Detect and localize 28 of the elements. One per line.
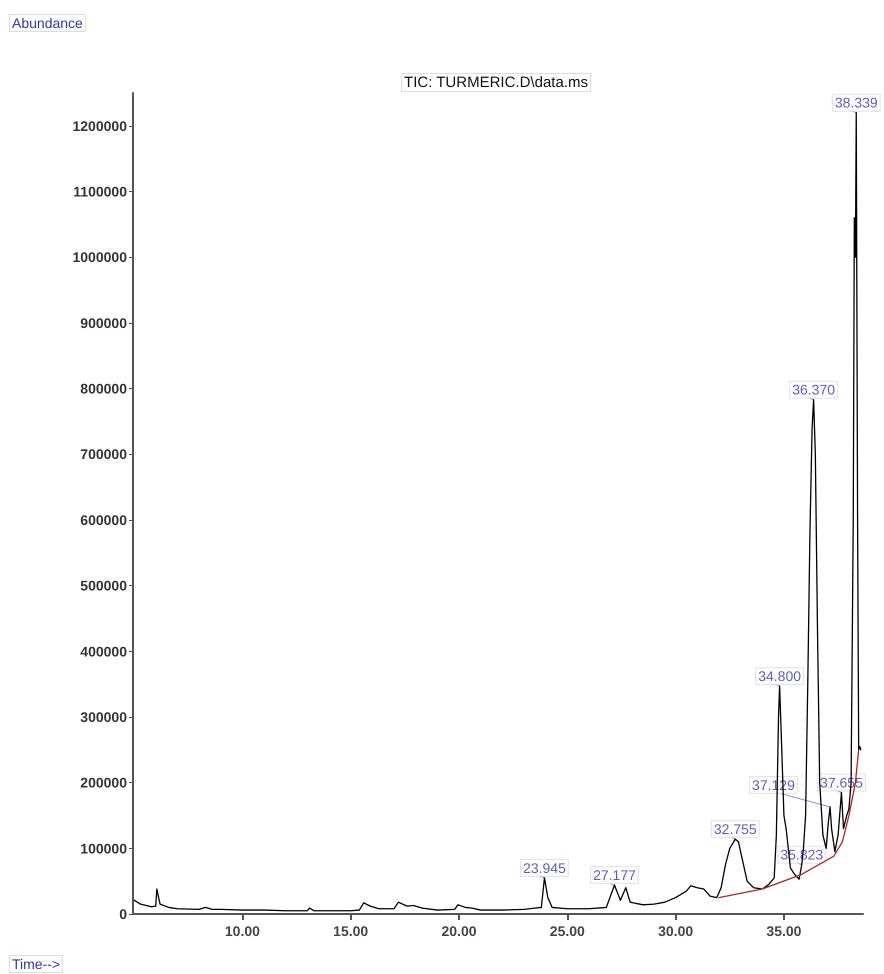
y-tick-label: 700000 <box>80 446 128 462</box>
y-axis-title: Abundance <box>12 15 84 31</box>
y-tick-label: 1100000 <box>73 184 128 200</box>
y-tick-label: 400000 <box>80 643 128 660</box>
y-tick-label: 1200000 <box>72 118 128 134</box>
x-tick-label: 15.00 <box>333 923 368 939</box>
y-tick-label: 300000 <box>80 708 128 725</box>
x-tick-label: 25.00 <box>550 923 586 939</box>
annotation: 36.370 <box>792 382 836 398</box>
y-tick-label: 800000 <box>80 380 128 397</box>
annotation: 23.945 <box>523 860 566 876</box>
x-tick-label: 20.00 <box>441 923 477 939</box>
x-tick-label: 10.00 <box>224 923 260 939</box>
y-tick-label: 900000 <box>80 314 128 331</box>
annotation: 32.755 <box>714 821 757 838</box>
x-tick-label: 35.00 <box>766 923 802 939</box>
x-tick-label: 30.00 <box>658 923 694 939</box>
y-tick-label: 100000 <box>80 840 128 856</box>
y-tick-label: 0 <box>119 906 128 922</box>
y-tick-label: 1000000 <box>72 249 128 266</box>
y-tick-label: 200000 <box>80 774 128 791</box>
chart-title: TIC: TURMERIC.D\data.ms <box>404 74 588 91</box>
annotation: 27.177 <box>593 867 636 884</box>
x-axis-title: Time--> <box>12 956 60 972</box>
y-tick-label: 500000 <box>80 578 128 594</box>
y-tick-label: 600000 <box>80 512 128 528</box>
annotation: 34.800 <box>758 668 802 684</box>
annotation: 38.339 <box>834 94 878 111</box>
